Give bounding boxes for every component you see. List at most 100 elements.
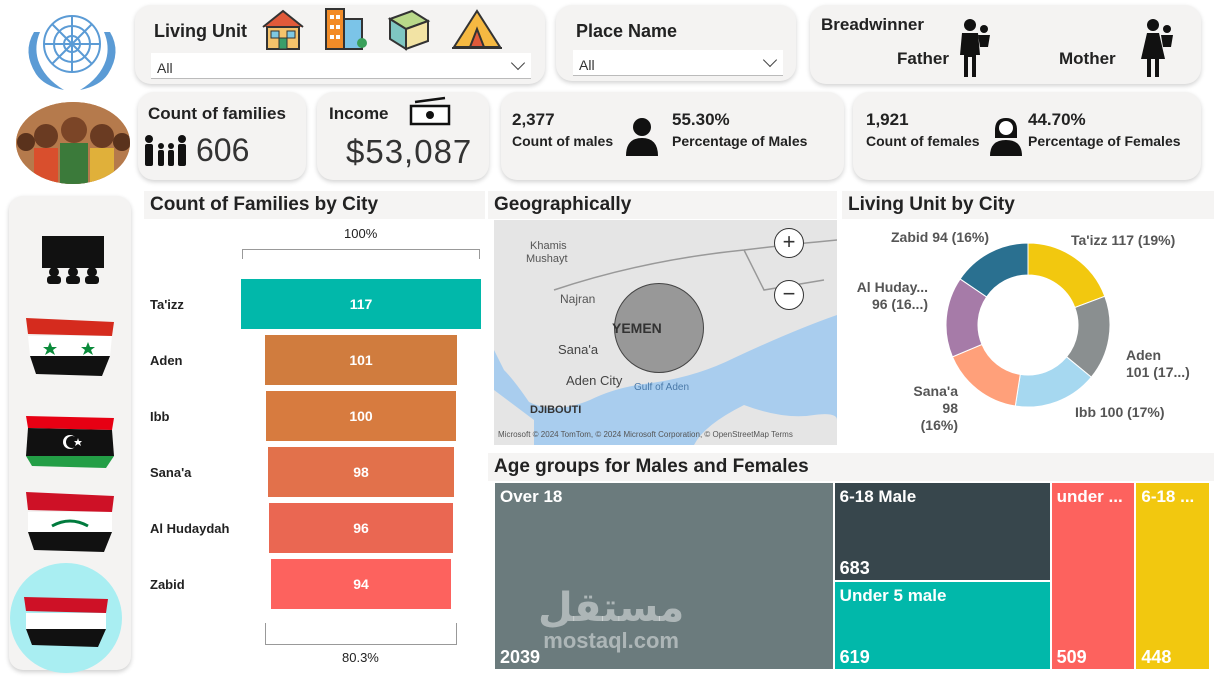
living-unit-donut: [945, 242, 1111, 408]
females-count-label: Count of females: [866, 133, 980, 149]
un-logo: [14, 2, 130, 94]
money-icon: [409, 96, 451, 126]
donut-label-aden-name: Aden: [1126, 347, 1161, 363]
donut-label-sanaa-name: Sana'a: [913, 383, 958, 399]
yemen-flag-button[interactable]: [10, 563, 122, 673]
females-card: [853, 92, 1201, 180]
map-label-najran: Najran: [560, 292, 596, 306]
funnel-bar[interactable]: 94: [271, 559, 451, 609]
funnel-category-label: Sana'a: [150, 465, 192, 480]
donut-label-aden-value: 101 (17...): [1126, 364, 1190, 380]
watermark: مستقل mostaql.com: [538, 588, 684, 654]
map-label-khamis: Khamis: [530, 240, 567, 252]
cinema-icon[interactable]: [40, 234, 106, 286]
breadwinner-slicer: [810, 5, 1201, 84]
map-label-mushayt: Mushayt: [526, 253, 568, 265]
families-value: 606: [196, 132, 250, 168]
living-unit-value: All: [157, 60, 173, 76]
treemap-cell-label: under ...: [1056, 487, 1123, 506]
funnel-bar[interactable]: 96: [269, 503, 453, 553]
place-name-dropdown[interactable]: All: [573, 50, 783, 76]
male-icon: [624, 116, 660, 156]
chevron-down-icon: [510, 55, 526, 71]
funnel-bar[interactable]: 101: [264, 335, 458, 385]
mother-icon[interactable]: [1141, 17, 1175, 79]
female-icon: [988, 116, 1024, 156]
funnel-bar[interactable]: 117: [241, 279, 481, 329]
family-icon: [142, 134, 188, 168]
map-label-aden-city: Aden City: [566, 373, 623, 388]
geographically-title: Geographically: [488, 191, 837, 219]
yemen-bubble[interactable]: [614, 283, 704, 373]
donut-label-hudaydah: Al Huday... 96 (16...): [848, 279, 928, 313]
treemap-cell-label: Over 18: [500, 487, 563, 506]
treemap-cell[interactable]: 6-18 Male 683: [833, 482, 1051, 581]
donut-label-zabid: Zabid 94 (16%): [891, 229, 990, 245]
living-unit-by-city-title: Living Unit by City: [842, 191, 1214, 219]
males-count: 2,377: [512, 110, 555, 129]
treemap-cell-value: 448: [1141, 647, 1172, 667]
funnel-category-label: Zabid: [150, 577, 185, 592]
father-icon[interactable]: [958, 17, 992, 79]
apartment-icon: [384, 7, 434, 51]
funnel-bar[interactable]: 98: [267, 447, 455, 497]
treemap-cell-label: 6-18 ...: [1141, 487, 1195, 506]
funnel-bottom-bracket: [265, 623, 457, 645]
income-value: $53,087: [346, 133, 473, 170]
zoom-out-button[interactable]: −: [774, 280, 804, 310]
funnel-top-percent: 100%: [344, 226, 378, 241]
families-label: Count of families: [148, 104, 286, 123]
mother-option[interactable]: Mother: [1059, 49, 1116, 68]
map-view[interactable]: Khamis Mushayt Najran Sana'a Aden City G…: [494, 220, 837, 445]
watermark-latin: mostaql.com: [543, 628, 679, 653]
treemap-cell[interactable]: under ... 509: [1050, 482, 1136, 670]
syria-flag-button[interactable]: [22, 314, 118, 378]
zoom-in-button[interactable]: +: [774, 228, 804, 258]
treemap-cell[interactable]: Over 18 2039: [494, 482, 834, 670]
father-option[interactable]: Father: [897, 49, 949, 68]
chevron-down-icon: [762, 52, 778, 68]
males-card: [501, 92, 844, 180]
donut-label-hudaydah-name: Al Huday...: [856, 279, 928, 295]
treemap-cell-value: 683: [839, 557, 870, 578]
living-unit-dropdown[interactable]: All: [151, 53, 531, 79]
donut-label-aden: Aden 101 (17...): [1126, 347, 1190, 381]
donut-label-sanaa-value: 98 (16%): [920, 400, 958, 433]
map-label-djibouti: DJIBOUTI: [530, 404, 582, 416]
libya-flag-button[interactable]: [22, 412, 118, 476]
families-card: [138, 92, 306, 180]
living-unit-title: Living Unit: [154, 21, 247, 41]
map-attribution: Microsoft © 2024 TomTom, © 2024 Microsof…: [498, 430, 793, 439]
males-count-label: Count of males: [512, 133, 614, 149]
females-pct: 44.70%: [1028, 110, 1086, 129]
place-name-title: Place Name: [576, 21, 678, 41]
males-pct: 55.30%: [672, 110, 730, 129]
tent-icon: [450, 7, 504, 51]
funnel-bar[interactable]: 100: [265, 391, 457, 441]
house-icon: [259, 7, 307, 51]
donut-label-sanaa: Sana'a 98 (16%): [904, 383, 958, 434]
donut-label-ibb: Ibb 100 (17%): [1075, 404, 1165, 420]
donut-label-hudaydah-value: 96 (16...): [871, 296, 928, 312]
donut-label-taizz: Ta'izz 117 (19%): [1071, 232, 1176, 248]
donut-slice[interactable]: [959, 242, 1029, 298]
building-icon: [322, 5, 368, 51]
map-label-gulf: Gulf of Aden: [634, 382, 690, 393]
income-card: [317, 92, 489, 180]
funnel-category-label: Ibb: [150, 409, 170, 424]
treemap-cell-label: Under 5 male: [839, 585, 947, 605]
treemap-cell-value: 509: [1056, 647, 1087, 667]
donut-slice[interactable]: [1027, 242, 1106, 309]
treemap-cell[interactable]: 6-18 ... 448: [1135, 482, 1210, 670]
funnel-bottom-percent: 80.3%: [342, 650, 379, 665]
watermark-arabic: مستقل: [538, 586, 685, 630]
treemap-cell[interactable]: Under 5 male 619: [833, 580, 1051, 670]
breadwinner-title: Breadwinner: [821, 15, 924, 34]
donut-slice[interactable]: [951, 343, 1021, 407]
funnel-top-bracket: [242, 249, 480, 259]
treemap-cell-label: 6-18 Male: [839, 487, 917, 506]
income-label: Income: [329, 104, 389, 123]
iraq-flag-button[interactable]: [22, 490, 118, 554]
map-label-sanaa: Sana'a: [558, 342, 599, 357]
treemap-cell-value: 619: [839, 646, 870, 667]
